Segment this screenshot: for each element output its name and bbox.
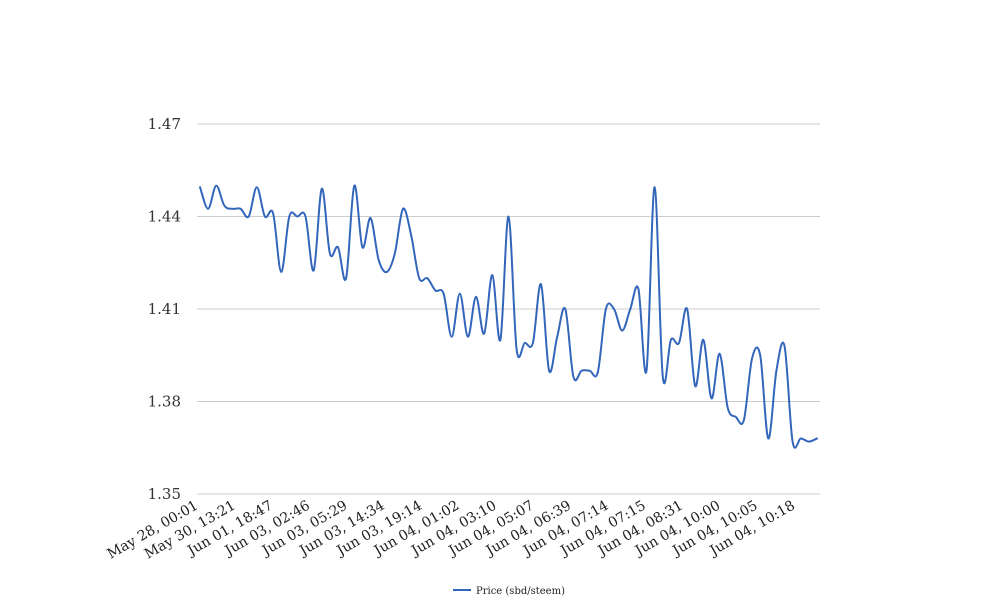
y-tick-label: 1.38 <box>148 393 181 411</box>
legend-label: Price (sbd/steem) <box>476 586 565 597</box>
grid-lines <box>197 123 820 495</box>
y-tick-label: 1.47 <box>148 115 181 133</box>
series-group <box>199 184 818 449</box>
series-line-price <box>199 184 818 449</box>
y-tick-label: 1.44 <box>148 208 181 226</box>
legend: Price (sbd/steem) <box>453 586 565 597</box>
y-axis: 1.47 1.44 1.41 1.38 1.35 <box>148 115 181 503</box>
y-tick-label: 1.35 <box>148 485 181 503</box>
y-tick-label: 1.41 <box>148 300 181 318</box>
